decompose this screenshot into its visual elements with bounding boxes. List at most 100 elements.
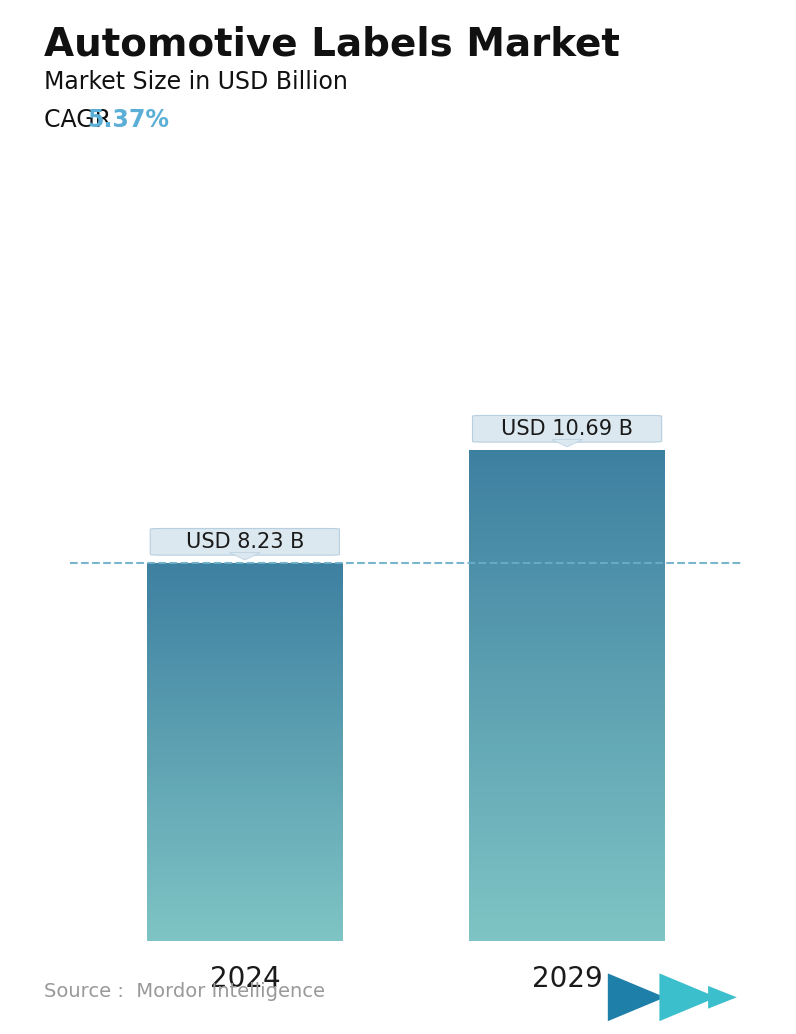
Bar [469, 543, 665, 544]
Bar [469, 780, 665, 782]
Bar [469, 633, 665, 634]
Bar [469, 871, 665, 872]
Bar [469, 455, 665, 456]
Bar [469, 884, 665, 886]
Bar [469, 511, 665, 512]
Polygon shape [659, 973, 716, 1022]
Bar [469, 701, 665, 703]
Bar [469, 886, 665, 887]
Bar [469, 726, 665, 727]
Bar [469, 843, 665, 844]
Bar [469, 466, 665, 468]
Bar [469, 933, 665, 934]
Bar [469, 888, 665, 889]
Polygon shape [229, 552, 260, 560]
Bar [469, 914, 665, 915]
Bar [469, 760, 665, 762]
Bar [469, 508, 665, 509]
Bar [469, 559, 665, 560]
Bar [469, 902, 665, 903]
Bar [469, 628, 665, 629]
Bar [469, 792, 665, 793]
Bar [469, 599, 665, 600]
Bar [469, 730, 665, 731]
Bar [469, 557, 665, 559]
Bar [469, 534, 665, 535]
Bar [469, 875, 665, 876]
Bar [469, 490, 665, 491]
Bar [469, 861, 665, 862]
Bar [469, 646, 665, 647]
Bar [469, 606, 665, 607]
Bar [469, 638, 665, 639]
Bar [469, 522, 665, 523]
Bar [469, 860, 665, 861]
Bar [469, 583, 665, 585]
Bar [469, 496, 665, 497]
Bar [469, 458, 665, 459]
Bar [469, 901, 665, 902]
Bar [469, 621, 665, 622]
Bar [469, 607, 665, 608]
Bar [469, 739, 665, 740]
Bar [469, 545, 665, 547]
Bar [469, 492, 665, 494]
Bar [469, 911, 665, 913]
Bar [469, 926, 665, 927]
Bar [469, 640, 665, 641]
Bar [469, 562, 665, 564]
Bar [469, 900, 665, 901]
Bar [469, 613, 665, 614]
Bar [469, 571, 665, 573]
Bar [469, 536, 665, 537]
Bar [469, 791, 665, 792]
Bar [469, 477, 665, 478]
Bar [469, 692, 665, 693]
Bar [469, 831, 665, 832]
Bar [469, 568, 665, 569]
FancyBboxPatch shape [150, 528, 339, 555]
Bar [469, 581, 665, 582]
Bar [469, 784, 665, 785]
Bar [469, 880, 665, 881]
Bar [469, 732, 665, 733]
Bar [469, 469, 665, 470]
Bar [469, 770, 665, 771]
Bar [469, 917, 665, 919]
Text: CAGR: CAGR [44, 108, 119, 131]
Bar [469, 639, 665, 640]
Bar [469, 620, 665, 621]
Bar [469, 518, 665, 520]
Bar [469, 510, 665, 511]
Bar [469, 704, 665, 705]
Bar [469, 538, 665, 540]
Bar [469, 585, 665, 586]
Bar [469, 535, 665, 536]
Bar [469, 512, 665, 514]
Bar [469, 850, 665, 851]
Text: USD 8.23 B: USD 8.23 B [185, 531, 304, 552]
Bar [469, 727, 665, 729]
Bar [469, 829, 665, 830]
Bar [469, 710, 665, 711]
Polygon shape [608, 973, 665, 1022]
Bar [469, 802, 665, 803]
Bar [469, 503, 665, 504]
Bar [469, 718, 665, 719]
Bar [469, 737, 665, 738]
Bar [469, 548, 665, 549]
Bar [469, 592, 665, 594]
Bar [469, 481, 665, 482]
Bar [469, 893, 665, 894]
Bar [469, 772, 665, 773]
Bar [469, 660, 665, 661]
Bar [469, 898, 665, 900]
Bar [469, 733, 665, 734]
Bar [469, 570, 665, 571]
Bar [469, 759, 665, 760]
Bar [469, 719, 665, 720]
Bar [469, 569, 665, 570]
Bar [469, 549, 665, 550]
Bar [469, 625, 665, 626]
Bar [469, 936, 665, 937]
